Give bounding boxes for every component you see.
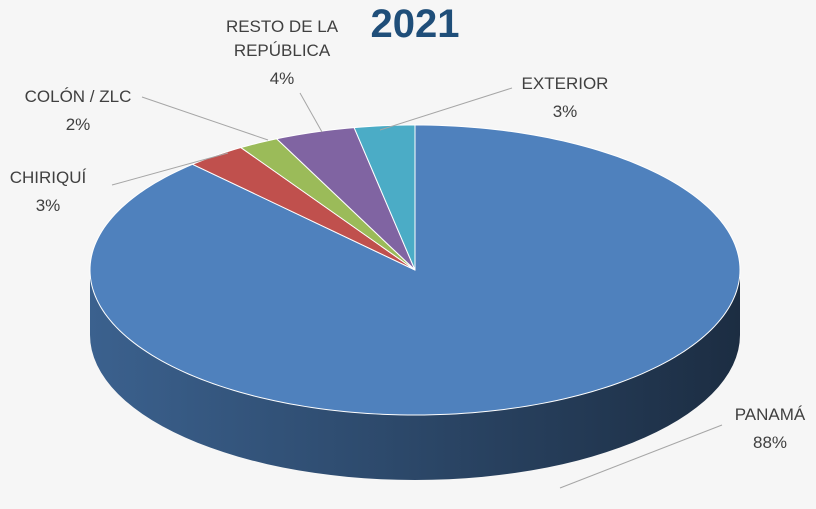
leader-line [299,92,323,133]
category-label: CHIRIQUÍ [9,168,87,187]
value-label: 3% [552,102,578,121]
leader-line [559,424,723,489]
value-label: 4% [269,69,295,88]
pie-slice [239,138,416,271]
leader-line [379,87,513,131]
value-label: 3% [35,196,61,215]
pie-slice [353,124,416,271]
category-label: RESTO DE LA REPÚBLICA [225,17,339,60]
pie-slice [275,127,416,271]
pie-slice [191,147,416,271]
value-label: 88% [752,433,788,452]
slice-side [90,270,740,480]
value-label: 2% [65,115,91,134]
category-label: PANAMÁ [734,405,806,424]
category-label: EXTERIOR [521,74,609,93]
chart-title: 2021 [370,2,460,46]
category-label: COLÓN / ZLC [24,87,132,106]
leader-line [141,96,269,141]
leader-line [111,152,229,186]
